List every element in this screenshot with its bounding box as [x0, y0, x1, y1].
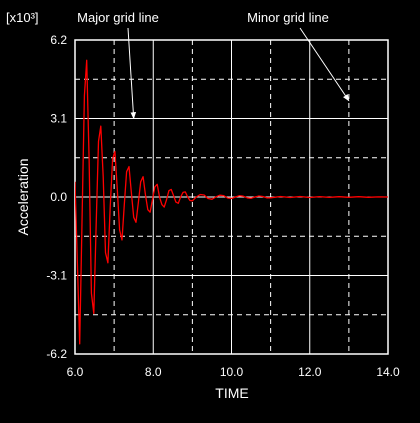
- y-tick-label: 0.0: [50, 190, 67, 204]
- x-tick-label: 14.0: [376, 365, 400, 379]
- x-tick-labels: 6.0 8.0 10.0 12.0 14.0: [67, 365, 400, 379]
- y-axis-label: Acceleration: [15, 158, 31, 235]
- y-tick-labels: 6.2 3.1 0.0 -3.1 -6.2: [46, 33, 67, 361]
- series-line: [75, 59, 388, 345]
- y-multiplier-label: [x10³]: [6, 10, 39, 25]
- x-tick-label: 10.0: [220, 365, 244, 379]
- y-tick-label: -6.2: [46, 347, 67, 361]
- y-tick-label: 3.1: [50, 112, 67, 126]
- x-tick-label: 6.0: [67, 365, 84, 379]
- annotation-label: Minor grid line: [247, 10, 329, 25]
- annotation-arrow: [127, 27, 137, 120]
- annotations: Major grid line Minor grid line: [77, 10, 350, 120]
- y-tick-label: 6.2: [50, 33, 67, 47]
- x-tick-label: 8.0: [145, 365, 162, 379]
- annotation-arrow: [299, 27, 350, 102]
- x-tick-label: 12.0: [298, 365, 322, 379]
- annotation-label: Major grid line: [77, 10, 159, 25]
- x-axis-label: TIME: [215, 385, 248, 401]
- y-tick-label: -3.1: [46, 269, 67, 283]
- series-layer: [75, 59, 388, 345]
